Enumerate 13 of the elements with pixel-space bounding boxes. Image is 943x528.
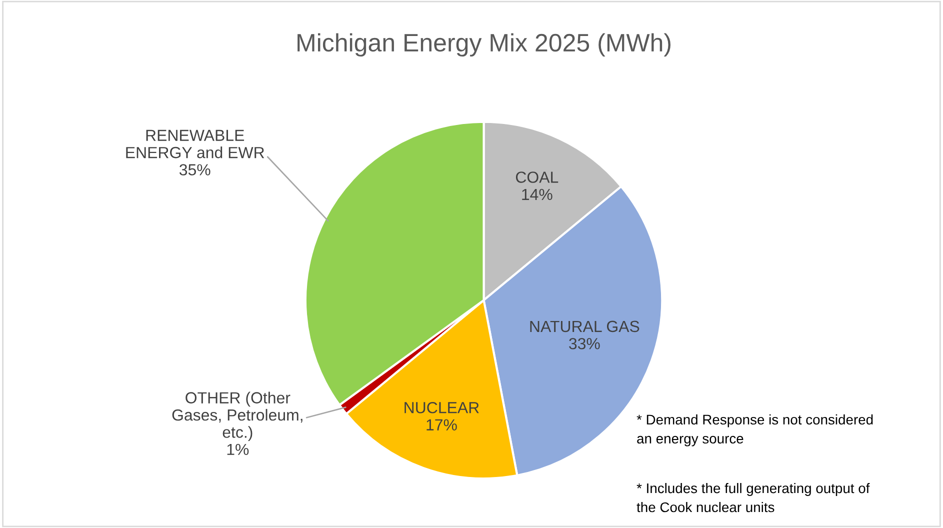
data-label: 33% [569, 338, 600, 350]
data-label: 14% [522, 188, 552, 200]
data-label: 35% [179, 164, 210, 176]
data-label: 1% [227, 444, 249, 456]
chart-title: Michigan Energy Mix 2025 (MWh) [298, 33, 670, 57]
slice-label: COAL [516, 172, 558, 183]
slice-label: NUCLEAR [404, 402, 479, 414]
text: * Includes the full generating output of the Cook nuclear units [636, 482, 870, 512]
text: * Demand Response is not considered an energy source [636, 414, 873, 446]
data-label: 17% [426, 419, 457, 430]
slice-label: NATURAL GAS [530, 320, 640, 332]
slice-label: RENEWABLE ENERGY and EWR [126, 130, 264, 158]
slice-label: OTHER (Other Gases, Petroleum, etc.) [172, 392, 302, 442]
